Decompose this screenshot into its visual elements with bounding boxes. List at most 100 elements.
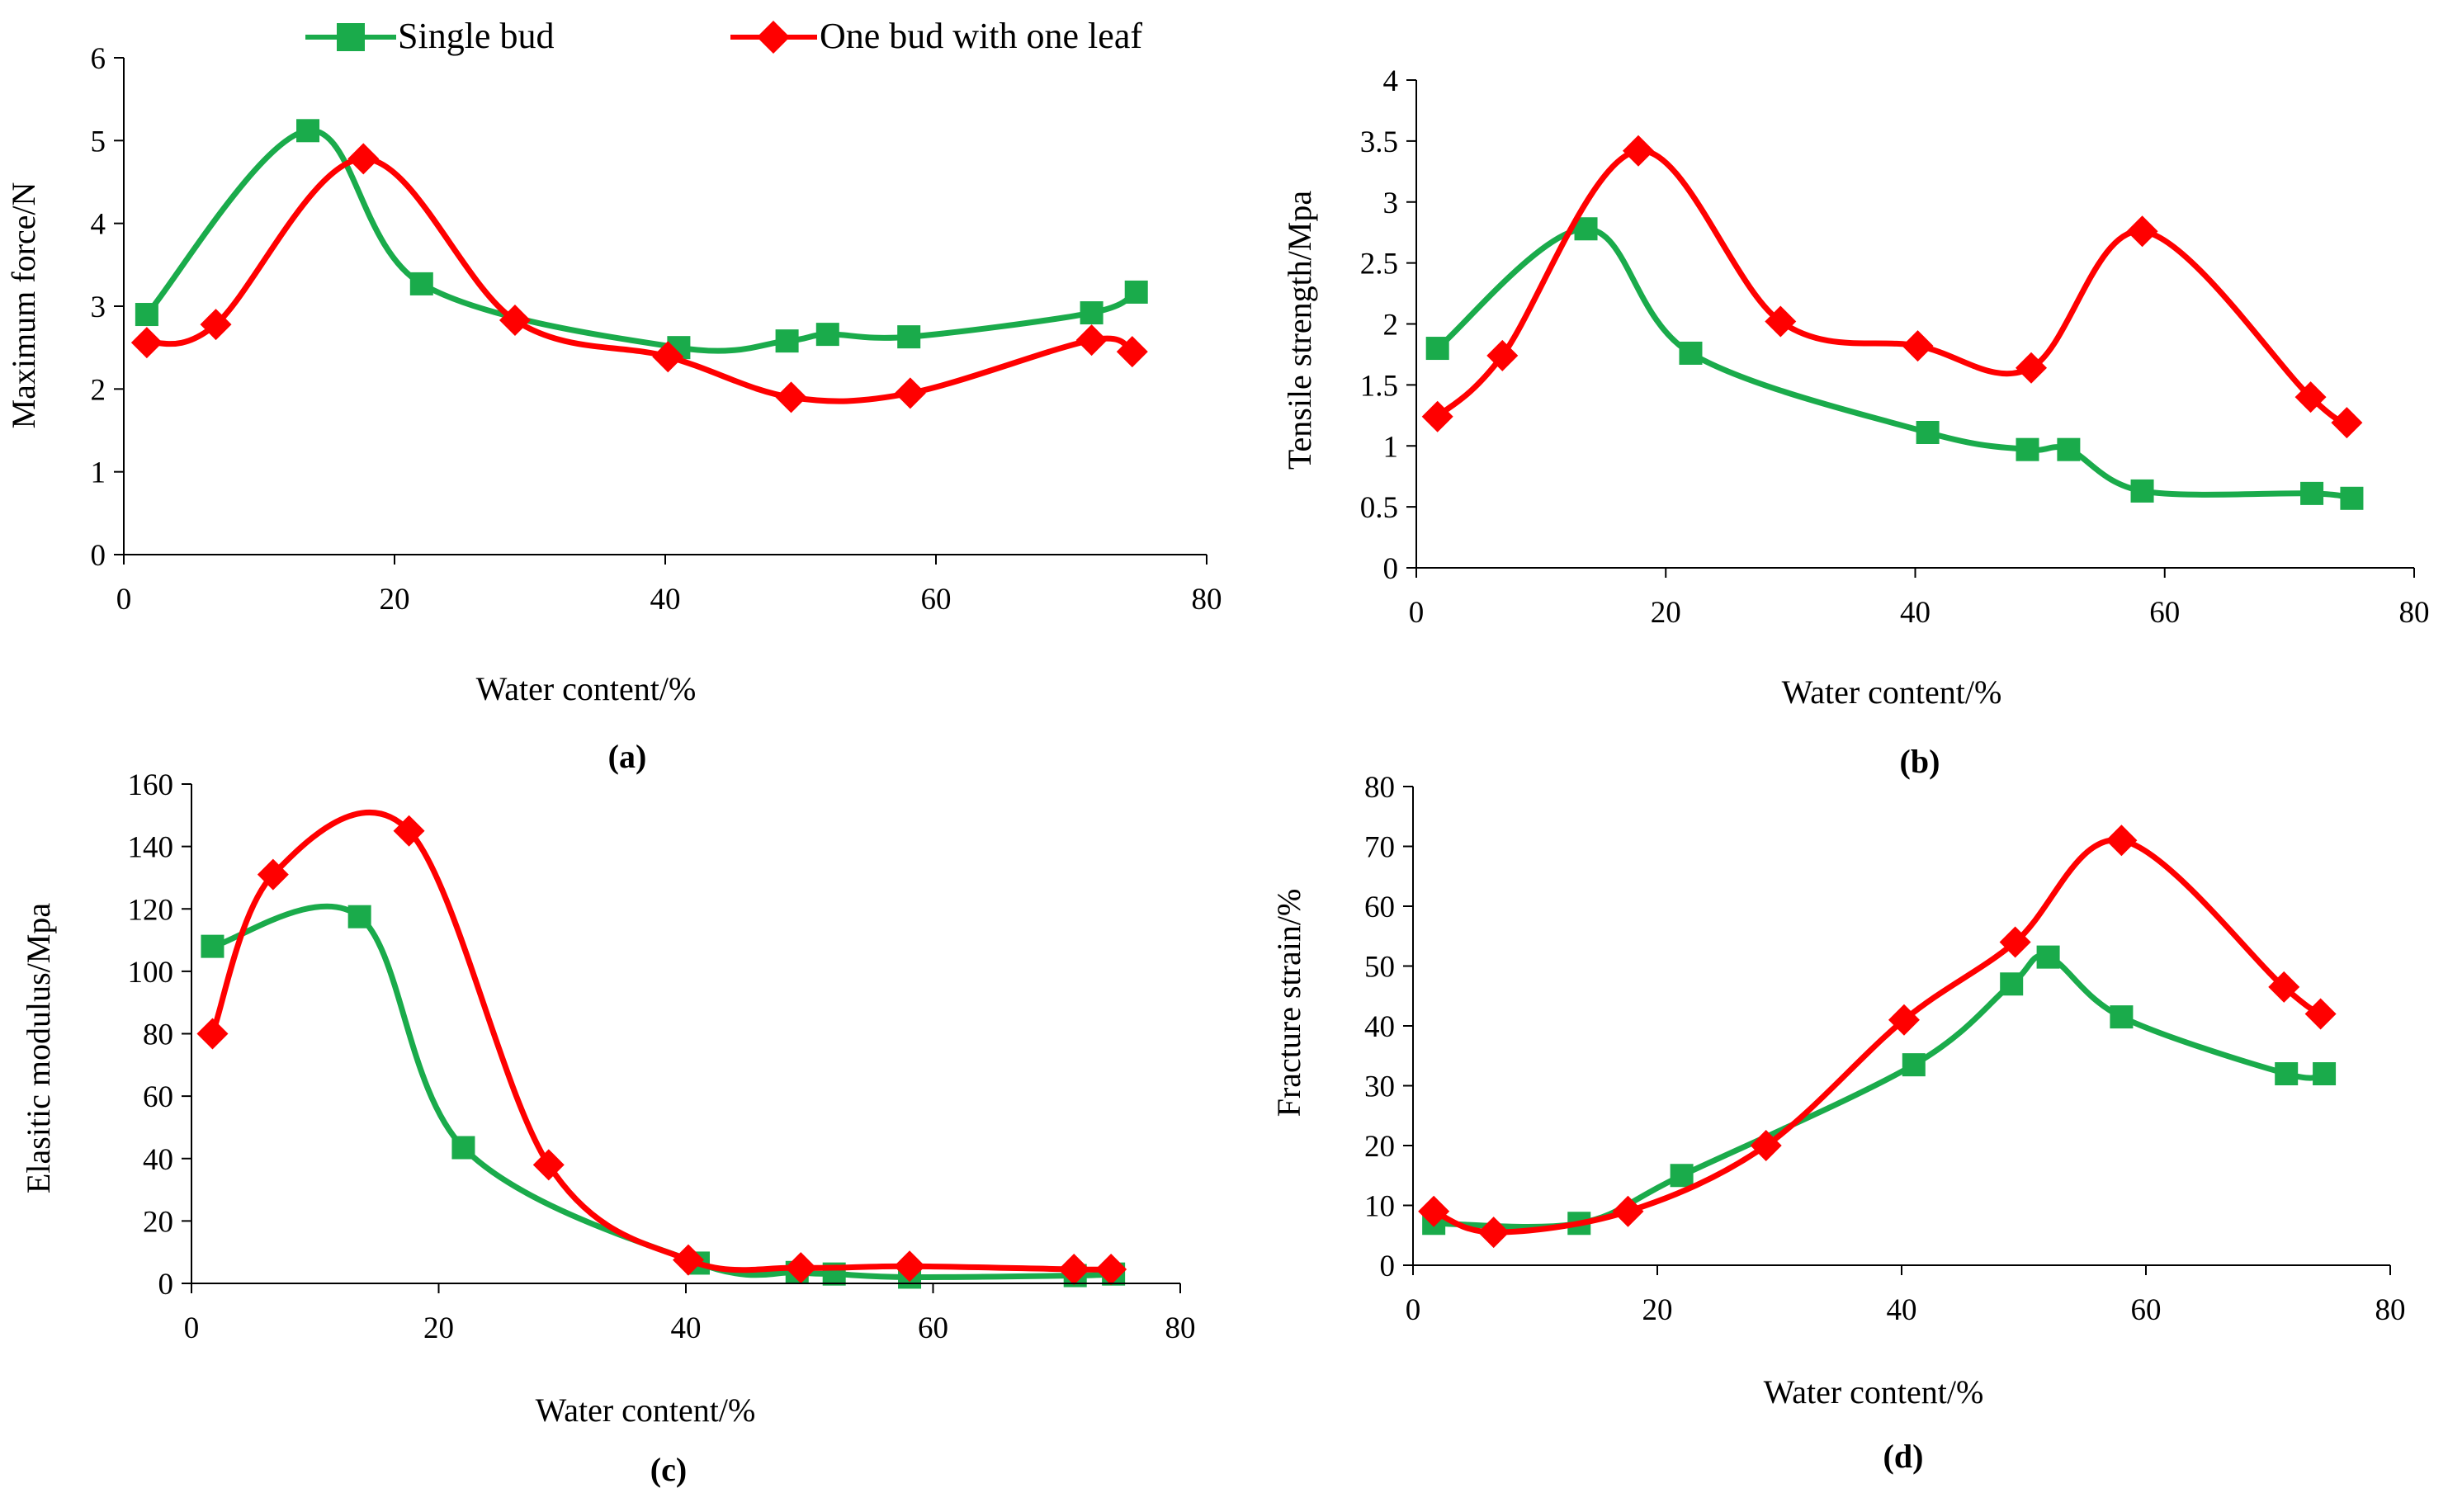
x-tick-label: 60	[918, 1311, 948, 1345]
series-line-single-bud	[144, 127, 1138, 354]
data-point-one-bud-with-one-leaf	[1421, 400, 1453, 432]
series-line-single-bud	[1435, 225, 2353, 502]
data-point-one-bud-with-one-leaf	[894, 1250, 926, 1283]
data-point-one-bud-with-one-leaf	[1058, 1253, 1090, 1285]
data-point-single-bud	[1080, 301, 1103, 325]
chart-panel-c: 0 20 40 60 80 100 120 140 160 0 20 40 60 80 Elasitic …	[20, 768, 1196, 1488]
x-tick-label: 80	[1192, 583, 1222, 617]
data-point-single-bud	[2275, 1062, 2299, 1085]
x-tick-label: 20	[423, 1311, 454, 1345]
data-point-single-bud	[201, 934, 224, 958]
y-axis-title: Maximum force/N	[5, 182, 42, 429]
series-layer	[1421, 135, 2364, 510]
data-point-one-bud-with-one-leaf	[1999, 926, 2031, 958]
data-point-one-bud-with-one-leaf	[672, 1244, 704, 1276]
data-point-one-bud-with-one-leaf	[499, 305, 531, 337]
y-tick-label: 40	[1364, 1010, 1395, 1044]
data-point-single-bud	[2000, 972, 2024, 996]
y-tick-label: 80	[143, 1018, 173, 1052]
data-point-single-bud	[2110, 1005, 2134, 1029]
y-axis-title: Elasitic modulus/Mpa	[20, 903, 57, 1193]
y-tick-label: 0	[1383, 552, 1399, 586]
series-layer	[130, 119, 1148, 413]
series-line-one-bud-with-one-leaf	[145, 155, 1134, 404]
series-layer	[196, 810, 1127, 1289]
x-tick-label: 20	[1651, 596, 1681, 630]
panel-label: (d)	[1883, 1438, 1924, 1475]
data-point-single-bud	[2313, 1062, 2337, 1085]
x-tick-label: 40	[1887, 1293, 1917, 1327]
data-point-one-bud-with-one-leaf	[1486, 339, 1519, 371]
data-point-single-bud	[1916, 420, 1940, 444]
series-line-one-bud-with-one-leaf	[1432, 837, 2323, 1236]
y-tick-label: 2	[91, 373, 106, 407]
data-point-one-bud-with-one-leaf	[1750, 1130, 1782, 1161]
data-point-single-bud	[1670, 1164, 1694, 1188]
data-point-one-bud-with-one-leaf	[2304, 998, 2337, 1030]
y-tick-label: 140	[128, 831, 174, 865]
legend: Single bud One bud with one leaf	[305, 16, 1142, 56]
y-tick-label: 60	[143, 1080, 173, 1114]
y-tick-label: 2	[1383, 309, 1399, 343]
data-point-one-bud-with-one-leaf	[532, 1149, 565, 1181]
data-point-one-bud-with-one-leaf	[652, 341, 684, 373]
data-point-one-bud-with-one-leaf	[347, 143, 380, 175]
data-point-one-bud-with-one-leaf	[2331, 407, 2363, 439]
data-point-single-bud	[1124, 280, 1148, 304]
x-tick-label: 80	[2399, 596, 2430, 630]
axis-layer: 00.511.522.533.540 20 40 60 80	[1360, 64, 2430, 630]
data-point-single-bud	[815, 323, 839, 347]
data-point-one-bud-with-one-leaf	[1095, 1253, 1127, 1285]
y-tick-label: 1.5	[1360, 369, 1398, 403]
legend-label-bud-leaf: One bud with one leaf	[820, 16, 1142, 56]
y-tick-label: 20	[1364, 1130, 1395, 1164]
y-tick-label: 30	[1364, 1070, 1395, 1104]
data-point-single-bud	[775, 329, 799, 353]
series-layer	[1418, 825, 2337, 1249]
x-tick-label: 80	[1165, 1311, 1196, 1345]
data-point-single-bud	[2057, 437, 2081, 461]
data-point-single-bud	[135, 303, 158, 327]
y-tick-label: 160	[128, 768, 174, 802]
data-point-single-bud	[897, 325, 921, 349]
data-point-one-bud-with-one-leaf	[2268, 971, 2300, 1003]
data-point-one-bud-with-one-leaf	[2294, 381, 2327, 413]
axis-layer: 0 10 20 30 40 50 60 70 80 0 20 40 60 80	[1364, 771, 2406, 1327]
data-point-one-bud-with-one-leaf	[1477, 1217, 1510, 1249]
data-point-one-bud-with-one-leaf	[894, 377, 926, 409]
y-tick-label: 6	[91, 42, 106, 76]
data-point-single-bud	[409, 272, 433, 295]
data-point-single-bud	[451, 1136, 475, 1160]
y-tick-label: 0	[1380, 1250, 1396, 1283]
data-point-single-bud	[347, 905, 371, 928]
y-tick-label: 4	[91, 208, 106, 242]
x-tick-label: 40	[671, 1311, 702, 1345]
legend-label-single-bud: Single bud	[398, 16, 554, 56]
y-tick-label: 0.5	[1360, 491, 1398, 525]
panel-label: (b)	[1900, 743, 1940, 780]
panel-label: (c)	[650, 1451, 687, 1488]
y-tick-label: 3.5	[1360, 125, 1398, 159]
data-point-one-bud-with-one-leaf	[257, 858, 289, 891]
data-point-single-bud	[1902, 1053, 1926, 1077]
data-point-one-bud-with-one-leaf	[2126, 215, 2158, 248]
data-point-one-bud-with-one-leaf	[200, 309, 232, 341]
y-tick-label: 1	[1383, 430, 1399, 464]
data-point-one-bud-with-one-leaf	[1612, 1195, 1644, 1227]
data-point-one-bud-with-one-leaf	[785, 1252, 817, 1284]
data-point-one-bud-with-one-leaf	[2016, 352, 2048, 384]
y-tick-label: 4	[1383, 64, 1399, 98]
data-point-one-bud-with-one-leaf	[1902, 330, 1934, 362]
y-tick-label: 5	[91, 125, 106, 158]
y-axis-title: Tensile strength/Mpa	[1281, 191, 1318, 470]
data-point-one-bud-with-one-leaf	[196, 1018, 229, 1050]
x-tick-label: 60	[921, 583, 952, 617]
data-point-one-bud-with-one-leaf	[1623, 135, 1655, 167]
data-point-single-bud	[1679, 341, 1703, 365]
x-tick-label: 60	[2131, 1293, 2162, 1327]
data-point-one-bud-with-one-leaf	[393, 815, 425, 847]
chart-panel-d: 0 10 20 30 40 50 60 70 80 0 20 40 60 80 Fracture stra…	[1270, 771, 2406, 1475]
